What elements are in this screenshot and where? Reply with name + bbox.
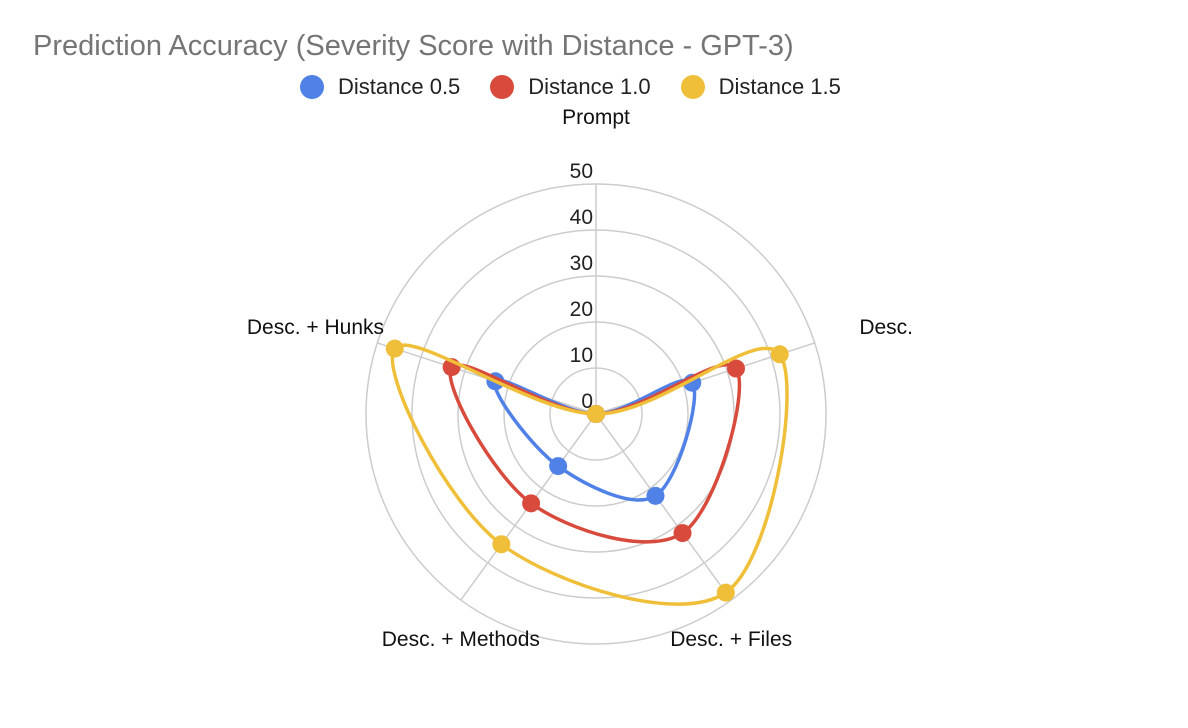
r-tick-label: 10 xyxy=(570,344,593,367)
legend-marker xyxy=(680,75,705,99)
legend-item-distance-1-0[interactable]: Distance 1.0 xyxy=(490,74,651,100)
grid-spoke xyxy=(595,413,732,601)
legend-item-distance-1-5[interactable]: Distance 1.5 xyxy=(680,74,841,100)
series-line-1 xyxy=(493,378,697,502)
r-tick-label: 50 xyxy=(570,160,593,183)
data-point xyxy=(716,583,735,602)
category-label: Desc. xyxy=(859,316,913,339)
legend-item-distance-0-5[interactable]: Distance 0.5 xyxy=(300,74,460,100)
data-point xyxy=(770,345,789,364)
r-tick-label: 20 xyxy=(570,298,593,321)
r-tick-label: 40 xyxy=(570,206,593,229)
data-point xyxy=(522,494,541,513)
category-label: Desc. + Hunks xyxy=(247,316,384,339)
category-label: Desc. + Files xyxy=(670,628,792,651)
data-point xyxy=(549,457,568,476)
category-label: Prompt xyxy=(562,106,630,129)
data-point xyxy=(492,535,511,554)
chart-title: Prediction Accuracy (Severity Score with… xyxy=(33,30,794,62)
legend-label: Distance 1.5 xyxy=(718,74,841,99)
data-point xyxy=(587,405,605,423)
legend-label: Distance 1.0 xyxy=(528,74,651,99)
data-point xyxy=(726,359,745,378)
legend-marker xyxy=(490,75,515,99)
series-line-3 xyxy=(390,343,789,606)
legend-label: Distance 0.5 xyxy=(338,74,461,99)
data-point xyxy=(385,339,404,358)
r-tick-label: 30 xyxy=(570,252,593,275)
r-tick-label: 0 xyxy=(581,390,593,413)
category-label: Desc. + Methods xyxy=(382,628,540,651)
data-point xyxy=(673,524,692,543)
data-point xyxy=(646,486,665,505)
legend-marker xyxy=(300,75,324,99)
legend: Distance 0.5 Distance 1.0 Distance 1.5 xyxy=(300,74,841,100)
